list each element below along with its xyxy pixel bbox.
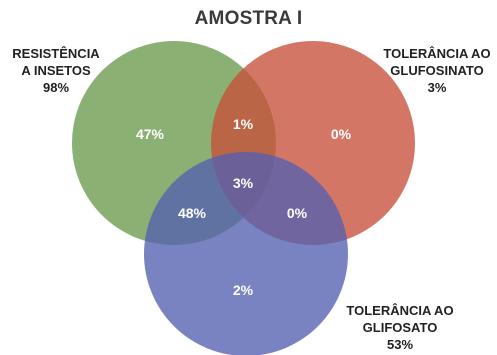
set-percent: 98% [42, 80, 70, 95]
label-line: GLUFOSINATO [390, 63, 484, 78]
region-green-blue: 48% [178, 205, 207, 221]
label-line: TOLERÂNCIA AO [383, 46, 491, 61]
label-line: A INSETOS [21, 63, 91, 78]
label-line: TOLERÂNCIA AO [346, 303, 454, 318]
set-percent: 3% [427, 80, 447, 95]
region-all-three: 3% [233, 175, 254, 191]
label-glufosinate-tolerance: TOLERÂNCIA AO GLUFOSINATO 3% [378, 45, 496, 96]
region-green-only: 47% [136, 126, 165, 142]
region-red-only: 0% [331, 126, 352, 142]
label-line: RESISTÊNCIA [12, 46, 100, 61]
region-blue-only: 2% [233, 282, 254, 298]
label-insect-resistance: RESISTÊNCIA A INSETOS 98% [0, 45, 112, 96]
circle-glyphosate-tolerance [144, 152, 348, 355]
region-green-red: 1% [233, 116, 254, 132]
label-line: GLIFOSATO [362, 320, 438, 335]
label-glyphosate-tolerance: TOLERÂNCIA AO GLIFOSATO 53% [330, 302, 470, 353]
set-percent: 53% [386, 337, 414, 352]
region-red-blue: 0% [287, 205, 308, 221]
diagram-title: AMOSTRA I [194, 8, 303, 29]
